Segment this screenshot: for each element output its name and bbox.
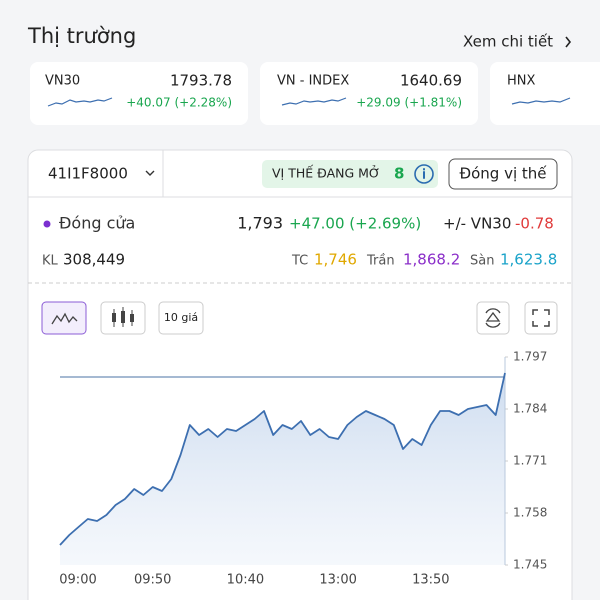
y-tick-label: 1.771	[513, 454, 547, 468]
y-tick-label: 1.797	[513, 350, 547, 364]
ref-price: 1,746	[314, 251, 357, 269]
sparkline	[281, 97, 347, 106]
market-card[interactable]: HNX	[490, 62, 600, 125]
x-tick-label: 09:00	[59, 573, 96, 588]
market-card[interactable]: VN - INDEX 1640.69 +29.09 (+1.81%)	[260, 62, 478, 125]
volume: 308,449	[63, 251, 125, 269]
sparkline	[511, 97, 571, 105]
dropdown-icon	[145, 170, 155, 176]
index-change: +40.07 (+2.28%)	[126, 96, 232, 110]
close-price: 1,793	[237, 214, 283, 233]
close-change: +47.00 (+2.69%)	[289, 215, 421, 233]
x-tick-label: 10:40	[227, 573, 264, 588]
sparkline	[47, 97, 113, 107]
close-position-button[interactable]	[448, 158, 558, 190]
card-bg	[260, 62, 478, 125]
basis-value: -0.78	[515, 215, 554, 233]
index-name: VN - INDEX	[277, 74, 349, 89]
card-bg	[490, 62, 600, 125]
position-badge-label: VỊ THẾ ĐANG MỞ	[272, 165, 380, 181]
floor-price: 1,623.8	[500, 251, 557, 269]
position-count: 8	[394, 165, 404, 183]
fullscreen-button[interactable]	[524, 301, 558, 335]
y-tick-label: 1.758	[513, 506, 547, 520]
index-change: +29.09 (+1.81%)	[356, 96, 462, 110]
symbol-select[interactable]: 41I1F8000	[48, 165, 128, 183]
line-icon	[51, 312, 78, 325]
price-chart: 1.745 1.758 1.771 1.784 1.797 09:00 09:50 10:40…	[59, 350, 547, 588]
ref-label: TC	[291, 254, 308, 269]
see-more-link[interactable]: Xem chi tiết	[463, 33, 553, 51]
fullscreen-icon	[532, 309, 550, 327]
section-title: Thị trường	[27, 24, 136, 48]
line-chart-button[interactable]	[41, 301, 87, 335]
index-value: 1640.69	[400, 72, 462, 90]
floor-label: Sàn	[470, 254, 494, 269]
close-position-label: Đóng vị thế	[459, 165, 547, 183]
basis-label: +/- VN30	[443, 215, 511, 233]
rotate-button[interactable]	[476, 301, 510, 335]
legend-dot	[43, 220, 51, 228]
volume-label: KL	[42, 254, 59, 269]
x-tick-label: 13:00	[319, 573, 356, 588]
x-tick-label: 13:50	[412, 573, 449, 588]
index-name: VN30	[45, 74, 80, 89]
candle-body	[112, 311, 134, 323]
ceiling-price: 1,868.2	[403, 251, 460, 269]
x-tick-label: 09:50	[134, 573, 171, 588]
index-name: HNX	[507, 74, 536, 89]
price-area	[60, 373, 505, 565]
position-badge[interactable]	[262, 160, 438, 188]
close-label: Đóng cửa	[59, 214, 135, 233]
price-line	[59, 372, 506, 546]
card-bg	[30, 62, 248, 125]
rotate-icon	[485, 308, 501, 328]
depth-button[interactable]	[158, 301, 204, 335]
y-tick-label: 1.745	[513, 558, 547, 572]
market-card[interactable]: VN30 1793.78 +40.07 (+2.28%)	[30, 62, 248, 125]
depth-button-label: 10 giá	[164, 311, 198, 324]
info-icon[interactable]	[414, 164, 434, 184]
index-value: 1793.78	[170, 72, 232, 90]
y-tick-label: 1.784	[513, 402, 547, 416]
chevron	[565, 36, 572, 48]
ceiling-label: Trần	[366, 254, 395, 269]
